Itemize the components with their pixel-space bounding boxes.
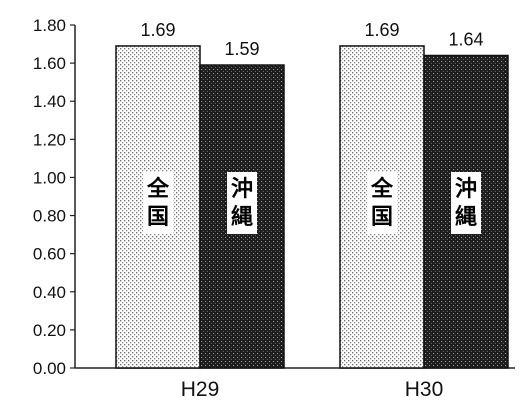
y-tick-label: 0.00 <box>33 359 66 378</box>
bars <box>115 45 509 369</box>
series-name-box <box>367 172 397 234</box>
data-label: 1.69 <box>364 20 399 40</box>
y-tick-label: 1.20 <box>33 130 66 149</box>
axes: 0.00 0.20 0.40 0.60 0.80 1.00 1.20 1.40 1.60 1.80 <box>33 16 515 378</box>
x-tick-label: H29 <box>181 378 220 401</box>
y-tick-label: 0.60 <box>33 245 66 264</box>
labels: 1.69 全国 1.59 沖縄 H29 1.69 全国 1.64 沖縄 H30 <box>140 20 483 401</box>
data-label: 1.59 <box>224 39 259 59</box>
y-tick-label: 1.60 <box>33 54 66 73</box>
series-name-label: 沖縄 <box>231 177 253 230</box>
series-name-label: 全国 <box>146 176 170 230</box>
y-tick-label: 1.40 <box>33 92 66 111</box>
y-tick-label: 0.20 <box>33 321 66 340</box>
x-tick-label: H30 <box>405 378 444 401</box>
y-tick-label: 1.00 <box>33 168 66 187</box>
data-label: 1.64 <box>448 29 483 49</box>
series-name-label: 沖縄 <box>455 177 477 230</box>
series-name-label: 全国 <box>370 176 394 230</box>
series-name-box <box>227 172 257 234</box>
data-label: 1.69 <box>140 20 175 40</box>
y-tick-label: 0.40 <box>33 283 66 302</box>
y-tick-label: 0.80 <box>33 207 66 226</box>
series-name-box <box>451 172 481 234</box>
series-name-box <box>143 172 173 234</box>
y-tick-label: 1.80 <box>33 16 66 35</box>
